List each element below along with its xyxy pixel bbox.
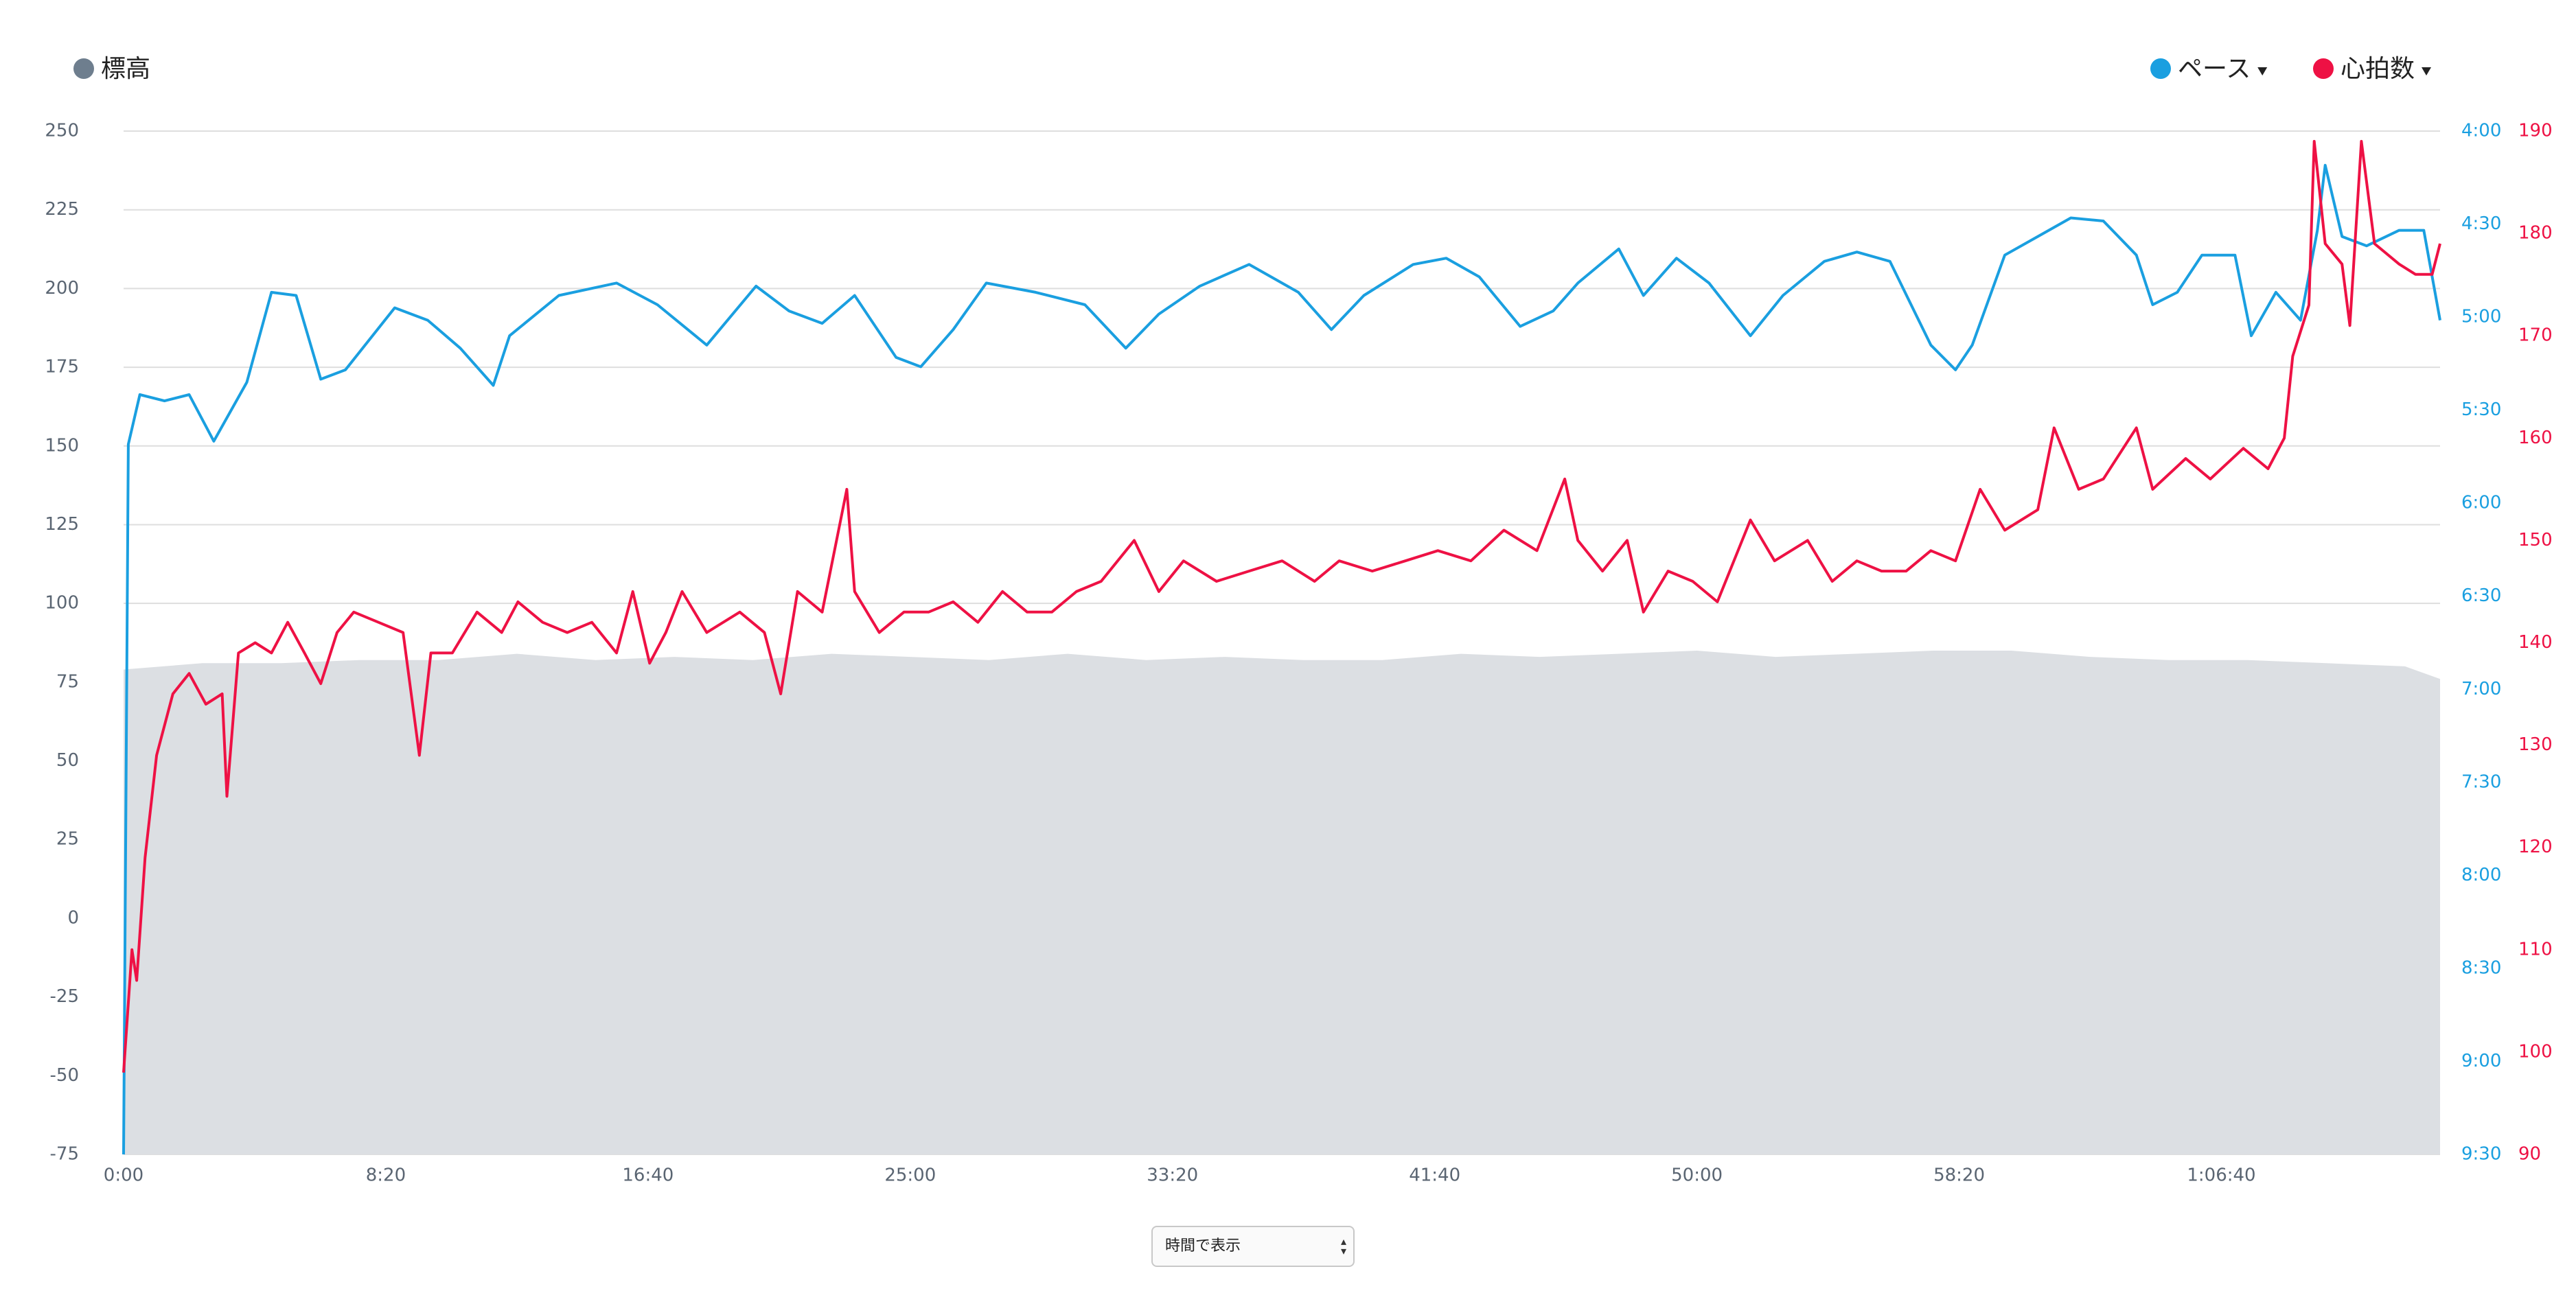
legend-label[interactable]: 標高	[101, 55, 150, 83]
hr-tick-label: 150	[2518, 530, 2553, 550]
legend-dropdown-arrow[interactable]	[2422, 67, 2432, 75]
y-tick-label: 250	[45, 121, 79, 141]
x-tick-label: 1:06:40	[2187, 1165, 2255, 1186]
y-tick-label: -25	[50, 986, 79, 1007]
y-tick-label: 125	[45, 514, 79, 535]
select-arrow: ▴ ▾	[1340, 1235, 1346, 1257]
x-mode-label: 時間で表示	[1165, 1237, 1241, 1255]
y-tick-label: 100	[45, 593, 79, 614]
x-tick-label: 16:40	[622, 1165, 674, 1186]
x-tick-label: 25:00	[884, 1165, 936, 1186]
hr-tick-label: 120	[2518, 837, 2553, 857]
hr-tick-label: 90	[2518, 1144, 2541, 1165]
pace-tick-label: 8:00	[2461, 865, 2501, 885]
x-tick-label: 50:00	[1671, 1165, 1723, 1186]
legend-label[interactable]: 心拍数	[2341, 55, 2415, 83]
y-tick-label: -50	[50, 1065, 79, 1086]
x-tick-label: 33:20	[1147, 1165, 1198, 1186]
x-tick-label: 0:00	[104, 1165, 143, 1186]
y-tick-label: 150	[45, 435, 79, 456]
x-tick-label: 8:20	[366, 1165, 406, 1186]
x-mode-select[interactable]: 時間で表示 ▴ ▾	[1151, 1226, 1355, 1267]
pace-tick-label: 5:00	[2461, 307, 2501, 327]
legend-dropdown-arrow[interactable]	[2257, 67, 2268, 75]
y-tick-label: 175	[45, 357, 79, 377]
x-tick-label: 41:40	[1409, 1165, 1460, 1186]
series-line	[122, 139, 2441, 1073]
series-line	[122, 163, 2441, 1155]
pace-tick-label: 4:30	[2461, 213, 2501, 234]
y-tick-label: 75	[56, 671, 79, 692]
y-tick-label: 225	[45, 199, 79, 220]
pace-tick-label: 9:30	[2461, 1144, 2501, 1165]
pace-tick-label: 6:00	[2461, 493, 2501, 513]
hr-tick-label: 100	[2518, 1041, 2553, 1062]
y-tick-label: 25	[56, 829, 79, 850]
legend-dot[interactable]	[73, 58, 94, 79]
hr-tick-label: 130	[2518, 734, 2553, 755]
pace-tick-label: 5:30	[2461, 399, 2501, 420]
pace-tick-label: 7:00	[2461, 679, 2501, 699]
hr-tick-label: 170	[2518, 325, 2553, 346]
legend-label[interactable]: ペース	[2178, 55, 2251, 83]
pace-tick-label: 9:00	[2461, 1051, 2501, 1071]
legend-dot[interactable]	[2150, 58, 2171, 79]
y-tick-label: 0	[67, 907, 79, 928]
hr-tick-label: 180	[2518, 223, 2553, 244]
y-tick-label: 200	[45, 278, 79, 299]
x-tick-label: 58:20	[1933, 1165, 1985, 1186]
hr-tick-label: 140	[2518, 632, 2553, 653]
y-tick-label: -75	[50, 1144, 79, 1165]
pace-tick-label: 4:00	[2461, 121, 2501, 141]
chart: -75 -50 -25 0 25 50 75 100 125 150 175 200 225 250 9:3…	[45, 55, 2553, 1186]
elevation-area	[124, 651, 2440, 1154]
hr-tick-label: 190	[2518, 121, 2553, 141]
pace-tick-label: 7:30	[2461, 771, 2501, 792]
hr-tick-label: 110	[2518, 939, 2553, 959]
legend-dot[interactable]	[2313, 58, 2334, 79]
y-tick-label: 50	[56, 750, 79, 771]
pace-tick-label: 6:30	[2461, 585, 2501, 606]
page: -75 -50 -25 0 25 50 75 100 125 150 175 200 225 250 9:3…	[45, 55, 2553, 1267]
hr-tick-label: 160	[2518, 428, 2553, 448]
pace-tick-label: 8:30	[2461, 957, 2501, 978]
